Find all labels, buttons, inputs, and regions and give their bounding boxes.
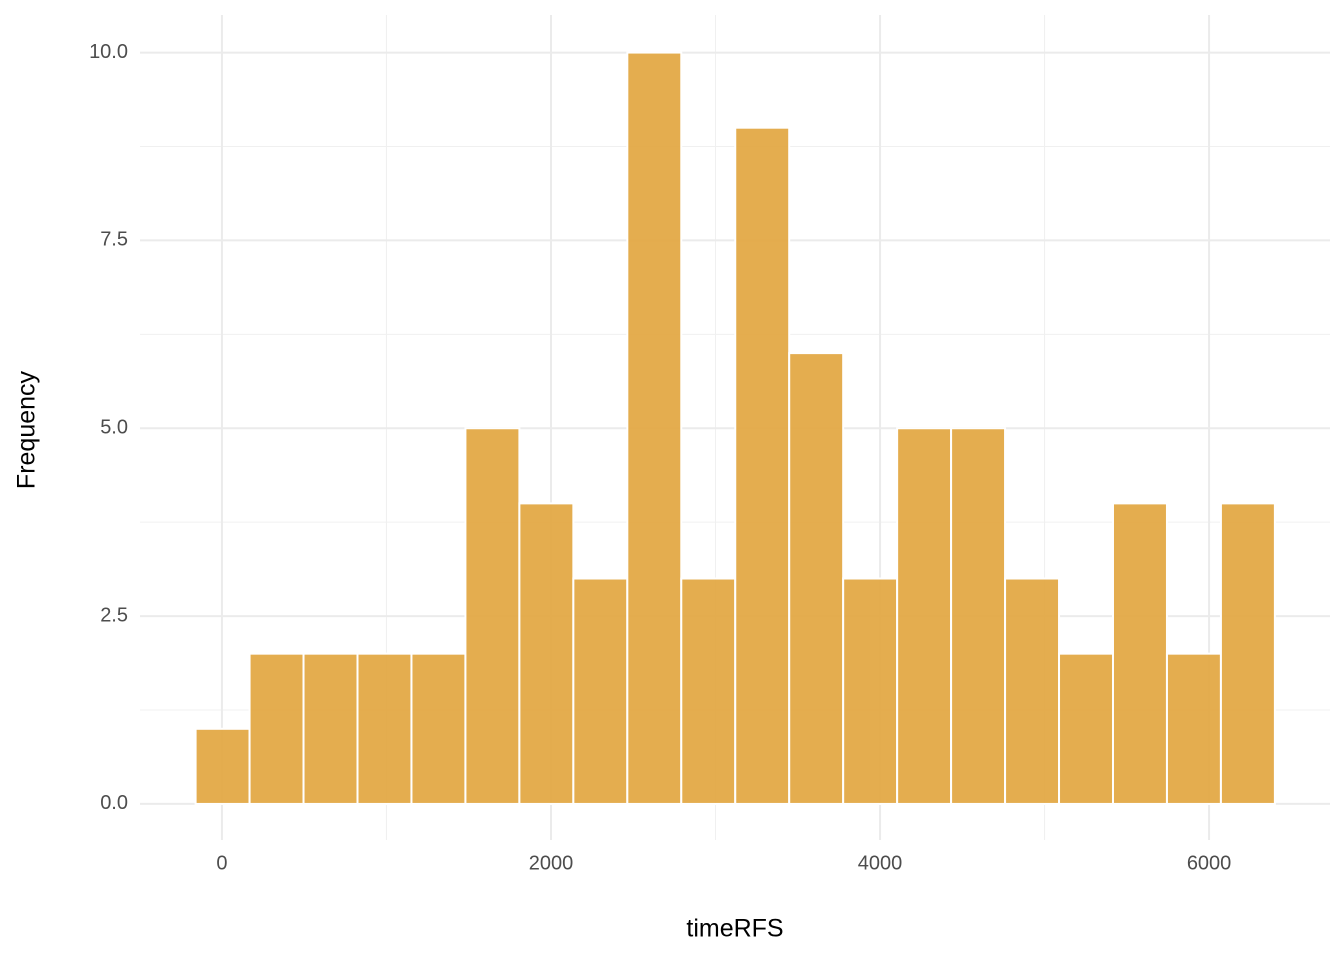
bar — [572, 577, 629, 805]
bar — [356, 652, 413, 805]
bar — [896, 427, 953, 805]
bar — [302, 652, 359, 805]
bar — [248, 652, 305, 805]
bar — [410, 652, 467, 805]
bar — [734, 126, 791, 805]
x-axis-title: timeRFS — [686, 915, 783, 943]
y-tick-label: 5.0 — [100, 417, 128, 439]
bar — [464, 427, 521, 805]
bar — [1219, 502, 1276, 805]
x-tick-label: 2000 — [529, 852, 574, 874]
y-tick-label: 10.0 — [89, 41, 128, 63]
x-tick-label: 4000 — [858, 852, 903, 874]
bar — [950, 427, 1007, 805]
x-tick-label: 0 — [216, 852, 227, 874]
bar — [680, 577, 737, 805]
bar — [518, 502, 575, 805]
bar — [194, 727, 251, 805]
bar — [788, 352, 845, 805]
y-tick-label: 2.5 — [100, 604, 128, 626]
y-tick-label: 0.0 — [100, 792, 128, 814]
bar — [1004, 577, 1061, 805]
y-tick-label: 7.5 — [100, 229, 128, 251]
bar — [626, 51, 683, 805]
bar — [1111, 502, 1168, 805]
bar — [1165, 652, 1222, 805]
bar — [842, 577, 899, 805]
y-axis-title: Frequency — [13, 370, 41, 489]
x-tick-label: 6000 — [1187, 852, 1232, 874]
bar — [1058, 652, 1114, 805]
